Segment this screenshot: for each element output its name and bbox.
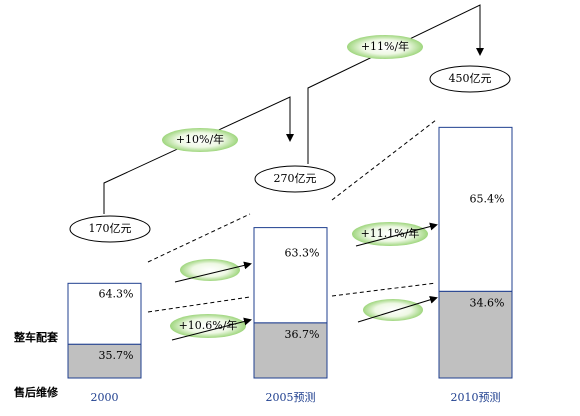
growth-bubble (162, 128, 238, 152)
total-bubble (254, 165, 336, 193)
total-bubble (429, 65, 511, 93)
growth-bubble (352, 222, 428, 246)
growth-label: +11.1%/年 (361, 226, 420, 240)
growth-arrow (355, 222, 438, 247)
bar-segment (67, 343, 142, 379)
value-label: 64.3% (99, 287, 134, 300)
total-label: 170亿元 (89, 222, 132, 235)
growth-label: +10.6%/年 (179, 318, 238, 332)
total-bubble (69, 215, 151, 243)
series-label: 售后维修 (13, 385, 59, 399)
growth-label: +11%/年 (361, 39, 409, 53)
value-label: 35.7% (99, 349, 134, 362)
value-label: 34.6% (470, 296, 505, 309)
total-label: 450亿元 (449, 72, 492, 85)
value-label: 36.7% (285, 328, 320, 341)
bar-segment (253, 227, 328, 324)
growth-label: +10%/年 (176, 132, 224, 146)
bar-segment (438, 126, 513, 292)
growth-bubble (347, 35, 423, 59)
value-label: 65.4% (470, 192, 505, 205)
total-label: 270亿元 (274, 172, 317, 185)
growth-arrow (171, 317, 252, 341)
series-label: 整车配套 (13, 330, 59, 344)
blank-growth (174, 259, 438, 323)
value-label: 63.3% (285, 246, 320, 259)
bar-segment (67, 282, 142, 345)
x-tick-label: 2010预测 (451, 391, 501, 404)
x-tick-label: 2005预测 (266, 391, 316, 404)
x-tick-label: 2000 (91, 391, 119, 404)
growth-bubble (170, 314, 246, 338)
